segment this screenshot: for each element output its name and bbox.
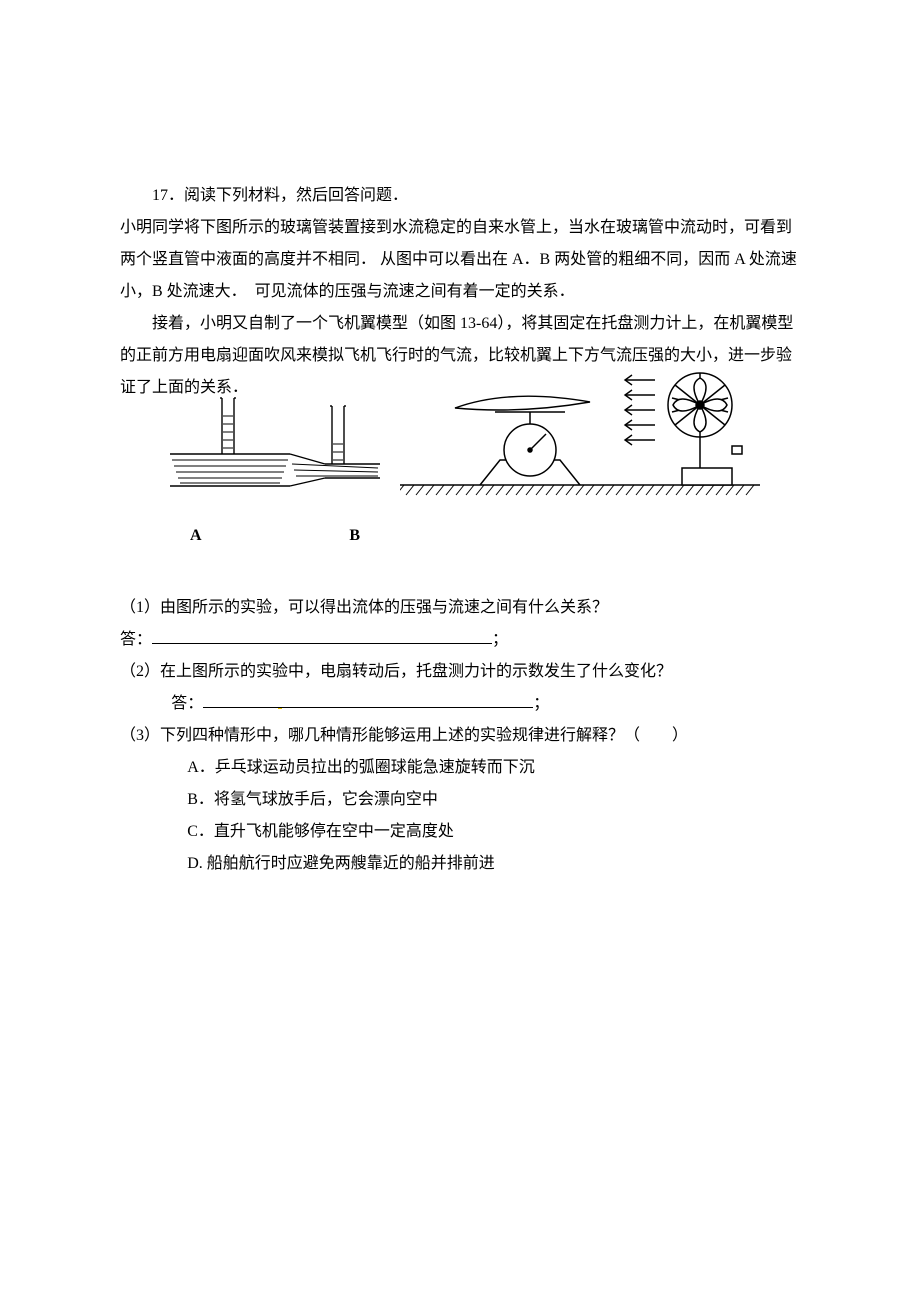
- figures-row: A B: [120, 386, 800, 552]
- q3-option-c[interactable]: C．直升飞机能够停在空中一定高度处: [120, 816, 800, 848]
- label-b: B: [349, 520, 360, 552]
- venturi-labels: A B: [190, 520, 360, 552]
- venturi-svg: [160, 386, 390, 506]
- q2-blank-2[interactable]: [353, 688, 533, 708]
- q3-label: （3）: [120, 727, 160, 744]
- q1-terminator: ；: [492, 631, 508, 648]
- q3-option-a[interactable]: A．乒乓球运动员拉出的弧圈球能急速旋转而下沉: [120, 752, 800, 784]
- q1-text: 由图所示的实验，可以得出流体的压强与流速之间有什么关系？: [160, 599, 608, 616]
- question-number: 17．: [152, 187, 184, 204]
- question-prompt: 阅读下列材料，然后回答问题．: [184, 187, 408, 204]
- q2-line: （2）在上图所示的实验中，电扇转动后，托盘测力计的示数发生了什么变化？: [120, 656, 800, 688]
- q1-line: （1）由图所示的实验，可以得出流体的压强与流速之间有什么关系？: [120, 592, 800, 624]
- passage-line-1: 小明同学将下图所示的玻璃管装置接到水流稳定的自来水管上，当水在玻璃管中流动时，可…: [120, 212, 800, 308]
- airfoil-fan-svg: [400, 350, 760, 500]
- q2-blank-1[interactable]: [203, 688, 353, 708]
- q1-answer-line: 答： ；: [120, 624, 800, 656]
- q2-label: （2）: [120, 663, 160, 680]
- figure-venturi: A B: [160, 386, 390, 552]
- subquestions: （1）由图所示的实验，可以得出流体的压强与流速之间有什么关系？ 答： ； （2）在…: [120, 592, 800, 880]
- q2-text: 在上图所示的实验中，电扇转动后，托盘测力计的示数发生了什么变化？: [160, 663, 672, 680]
- q2-answer-line: 答： ；: [120, 688, 800, 720]
- question-title-line: 17．阅读下列材料，然后回答问题．: [120, 180, 800, 212]
- q1-label: （1）: [120, 599, 160, 616]
- q3-option-d[interactable]: D. 船舶航行时应避免两艘靠近的船并排前进: [120, 848, 800, 880]
- q2-terminator: ；: [533, 695, 549, 712]
- label-a: A: [190, 520, 202, 552]
- page: 17．阅读下列材料，然后回答问题． 小明同学将下图所示的玻璃管装置接到水流稳定的…: [0, 0, 920, 1302]
- q2-answer-prefix: 答：: [171, 695, 203, 712]
- q3-text: 下列四种情形中，哪几种情形能够运用上述的实验规律进行解释？（ ）: [160, 727, 688, 744]
- q1-answer-prefix: 答：: [120, 631, 152, 648]
- q3-option-b[interactable]: B．将氢气球放手后，它会漂向空中: [120, 784, 800, 816]
- q3-line: （3）下列四种情形中，哪几种情形能够运用上述的实验规律进行解释？（ ）: [120, 720, 800, 752]
- q1-blank[interactable]: [152, 624, 492, 644]
- figure-airfoil-fan: [400, 350, 760, 512]
